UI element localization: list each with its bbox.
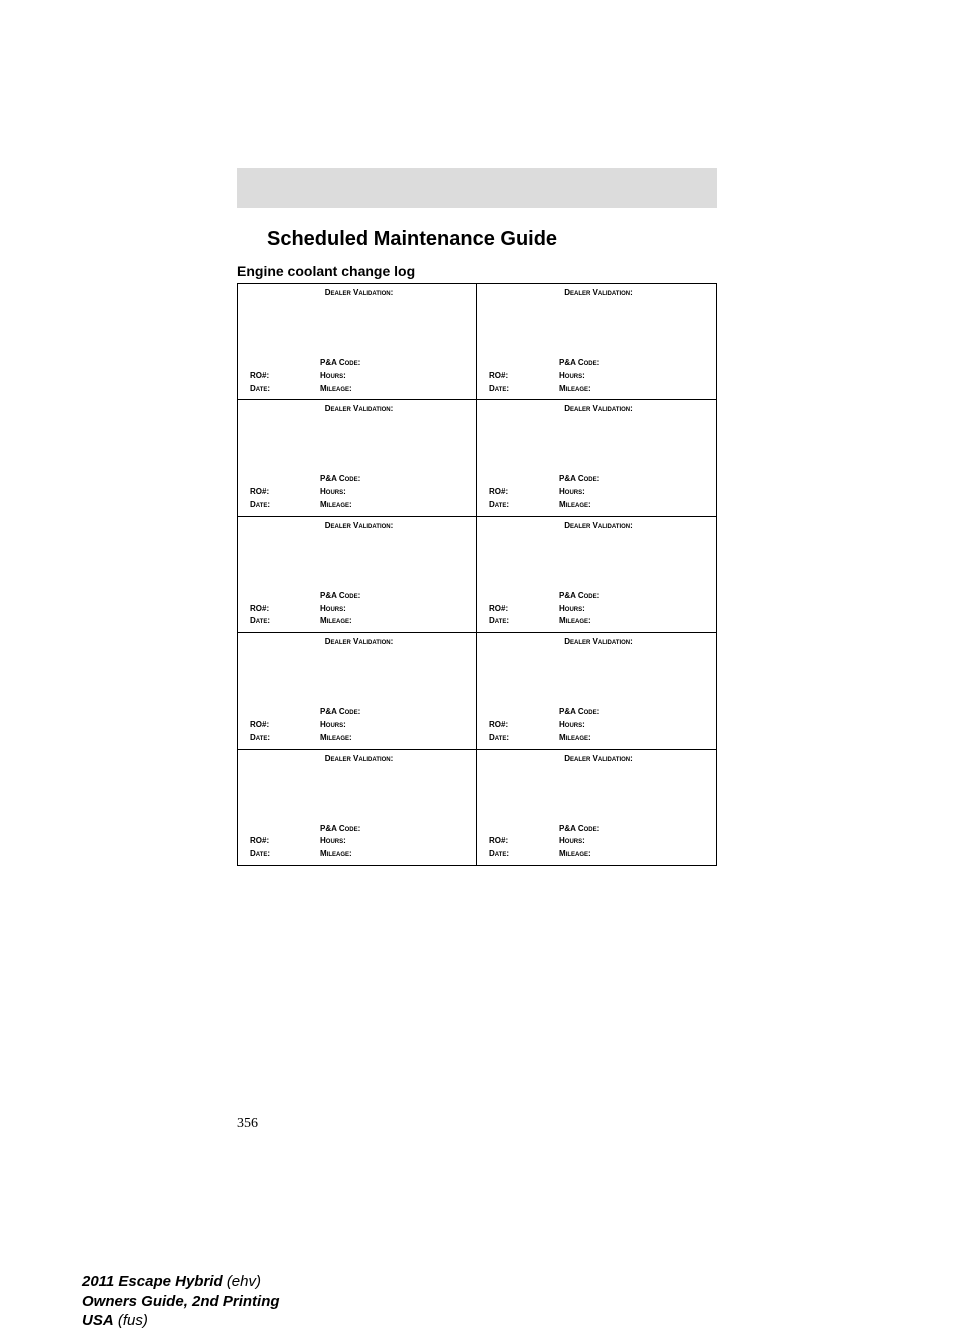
hours-label: Hours: [320,719,468,732]
ro-label: RO#: [489,603,559,616]
mileage-label: Mileage: [320,848,468,861]
footer-region: USA [82,1312,114,1329]
page-number: 356 [237,1116,258,1132]
date-label: Date: [250,615,320,628]
pa-code-label: P&A Code: [320,473,468,486]
page-title: Scheduled Maintenance Guide [267,228,717,251]
date-label: Date: [489,383,559,396]
pa-code-label: P&A Code: [559,590,708,603]
mileage-label: Mileage: [559,383,708,396]
ro-label: RO#: [489,835,559,848]
hours-label: Hours: [559,835,708,848]
section-subtitle: Engine coolant change log [237,263,717,279]
date-label: Date: [489,499,559,512]
footer-guide: Owners Guide, 2nd Printing [82,1292,280,1312]
hours-label: Hours: [320,486,468,499]
date-label: Date: [250,848,320,861]
table-row: Dealer Validation: P&A Code: RO#:Hours: … [238,284,716,400]
ro-label: RO#: [250,603,320,616]
mileage-label: Mileage: [559,732,708,745]
dealer-validation-label: Dealer Validation: [250,754,468,763]
log-cell: Dealer Validation: P&A Code: RO#:Hours: … [238,400,477,515]
pa-code-label: P&A Code: [559,706,708,719]
hours-label: Hours: [559,719,708,732]
footer: 2011 Escape Hybrid (ehv) Owners Guide, 2… [82,1272,280,1331]
pa-code-label: P&A Code: [320,357,468,370]
hours-label: Hours: [559,603,708,616]
ro-label: RO#: [489,486,559,499]
hours-label: Hours: [559,486,708,499]
log-cell: Dealer Validation: P&A Code: RO#:Hours: … [238,284,477,399]
date-label: Date: [250,732,320,745]
log-cell: Dealer Validation: P&A Code: RO#:Hours: … [477,284,716,399]
table-row: Dealer Validation: P&A Code: RO#:Hours: … [238,400,716,516]
log-cell: Dealer Validation: P&A Code: RO#:Hours: … [477,400,716,515]
hours-label: Hours: [320,603,468,616]
log-cell: Dealer Validation: P&A Code: RO#:Hours: … [477,750,716,865]
dealer-validation-label: Dealer Validation: [250,404,468,413]
dealer-validation-label: Dealer Validation: [489,754,708,763]
date-label: Date: [489,848,559,861]
content-area: Scheduled Maintenance Guide Engine coola… [237,228,717,866]
footer-vehicle: 2011 Escape Hybrid [82,1273,223,1290]
table-row: Dealer Validation: P&A Code: RO#:Hours: … [238,750,716,865]
ro-label: RO#: [489,719,559,732]
mileage-label: Mileage: [320,383,468,396]
pa-code-label: P&A Code: [320,823,468,836]
date-label: Date: [250,499,320,512]
pa-code-label: P&A Code: [559,357,708,370]
ro-label: RO#: [489,370,559,383]
date-label: Date: [250,383,320,396]
hours-label: Hours: [320,370,468,383]
mileage-label: Mileage: [559,499,708,512]
dealer-validation-label: Dealer Validation: [489,288,708,297]
pa-code-label: P&A Code: [559,823,708,836]
dealer-validation-label: Dealer Validation: [250,521,468,530]
dealer-validation-label: Dealer Validation: [489,521,708,530]
dealer-validation-label: Dealer Validation: [250,637,468,646]
table-row: Dealer Validation: P&A Code: RO#:Hours: … [238,633,716,749]
mileage-label: Mileage: [320,732,468,745]
dealer-validation-label: Dealer Validation: [250,288,468,297]
log-cell: Dealer Validation: P&A Code: RO#:Hours: … [477,517,716,632]
mileage-label: Mileage: [320,499,468,512]
dealer-validation-label: Dealer Validation: [489,404,708,413]
table-row: Dealer Validation: P&A Code: RO#:Hours: … [238,517,716,633]
dealer-validation-label: Dealer Validation: [489,637,708,646]
pa-code-label: P&A Code: [559,473,708,486]
hours-label: Hours: [320,835,468,848]
pa-code-label: P&A Code: [320,590,468,603]
footer-vehicle-code: (ehv) [227,1273,261,1290]
date-label: Date: [489,732,559,745]
log-cell: Dealer Validation: P&A Code: RO#:Hours: … [238,750,477,865]
log-table: Dealer Validation: P&A Code: RO#:Hours: … [237,283,717,866]
footer-region-code: (fus) [118,1312,148,1329]
ro-label: RO#: [250,486,320,499]
mileage-label: Mileage: [559,848,708,861]
mileage-label: Mileage: [320,615,468,628]
date-label: Date: [489,615,559,628]
hours-label: Hours: [559,370,708,383]
header-gray-bar [237,168,717,208]
log-cell: Dealer Validation: P&A Code: RO#:Hours: … [477,633,716,748]
ro-label: RO#: [250,370,320,383]
ro-label: RO#: [250,719,320,732]
ro-label: RO#: [250,835,320,848]
log-cell: Dealer Validation: P&A Code: RO#:Hours: … [238,633,477,748]
log-cell: Dealer Validation: P&A Code: RO#:Hours: … [238,517,477,632]
pa-code-label: P&A Code: [320,706,468,719]
mileage-label: Mileage: [559,615,708,628]
